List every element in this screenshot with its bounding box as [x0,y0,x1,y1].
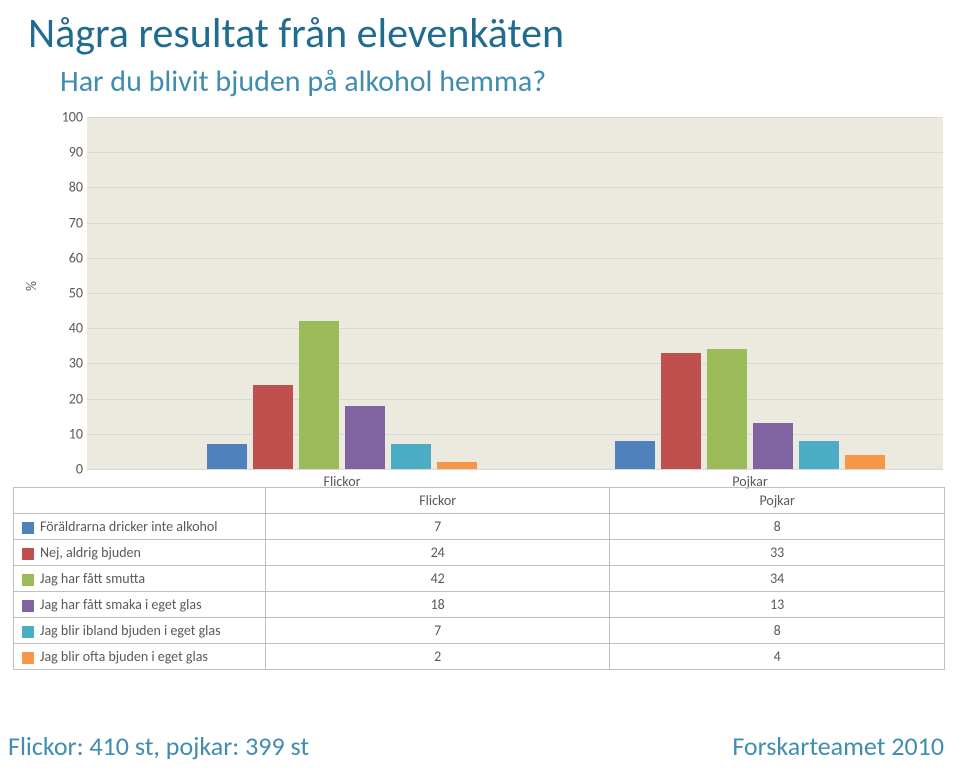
y-tick-label: 10 [55,425,83,442]
bar [753,423,793,469]
y-tick-label: 100 [55,109,83,126]
legend-value-cell: 42 [266,566,610,592]
legend-series-label: Jag har fått smutta [14,566,266,592]
legend-swatch [22,522,34,534]
legend-swatch [22,574,34,586]
bar [707,349,747,469]
bar [661,353,701,469]
bar [437,462,477,469]
y-tick-label: 80 [55,179,83,196]
legend-value-cell: 33 [610,540,945,566]
bar [799,441,839,469]
chart-subtitle: Har du blivit bjuden på alkohol hemma? [0,59,960,110]
legend-swatch [22,652,34,664]
legend-series-label: Föräldrarna dricker inte alkohol [14,514,266,540]
bar [845,455,885,469]
bars-group [615,117,885,469]
bars-group [207,117,477,469]
legend-value-cell: 13 [610,592,945,618]
legend-value-cell: 7 [266,618,610,644]
y-axis-label: % [23,281,40,291]
y-tick-label: 90 [55,144,83,161]
y-tick-label: 30 [55,355,83,372]
plot-area: FlickorPojkar [87,117,943,469]
page-title: Några resultat från elevenkäten [0,0,960,59]
legend-header-category: Flickor [266,488,610,514]
legend-swatch [22,626,34,638]
bar [345,406,385,469]
y-tick-label: 20 [55,390,83,407]
legend-series-label: Jag blir ofta bjuden i eget glas [14,644,266,670]
chart-container: % FlickorPojkar FlickorPojkar Föräldrarna… [6,110,952,690]
legend-value-cell: 24 [266,540,610,566]
legend-value-cell: 7 [266,514,610,540]
legend-value-cell: 8 [610,514,945,540]
legend-swatch [22,600,34,612]
legend-value-cell: 4 [610,644,945,670]
y-tick-label: 70 [55,214,83,231]
legend-table: FlickorPojkar Föräldrarna dricker inte al… [13,487,945,670]
bar [615,441,655,469]
legend-series-label: Jag har fått smaka i eget glas [14,592,266,618]
legend-header-category: Pojkar [610,488,945,514]
footer: Flickor: 410 st, pojkar: 399 st Forskart… [0,730,960,762]
bar [207,444,247,469]
footer-left: Flickor: 410 st, pojkar: 399 st [8,730,309,762]
y-tick-label: 60 [55,249,83,266]
legend-value-cell: 34 [610,566,945,592]
bar [253,385,293,469]
gridline [87,469,943,470]
legend-series-label: Jag blir ibland bjuden i eget glas [14,618,266,644]
legend-swatch [22,548,34,560]
y-tick-label: 40 [55,320,83,337]
y-tick-label: 50 [55,285,83,302]
legend-value-cell: 18 [266,592,610,618]
legend-header-blank [14,488,266,514]
legend-value-cell: 8 [610,618,945,644]
legend-value-cell: 2 [266,644,610,670]
bar [391,444,431,469]
bar [299,321,339,469]
y-tick-label: 0 [55,461,83,478]
footer-right: Forskarteamet 2010 [732,730,944,762]
legend-series-label: Nej, aldrig bjuden [14,540,266,566]
